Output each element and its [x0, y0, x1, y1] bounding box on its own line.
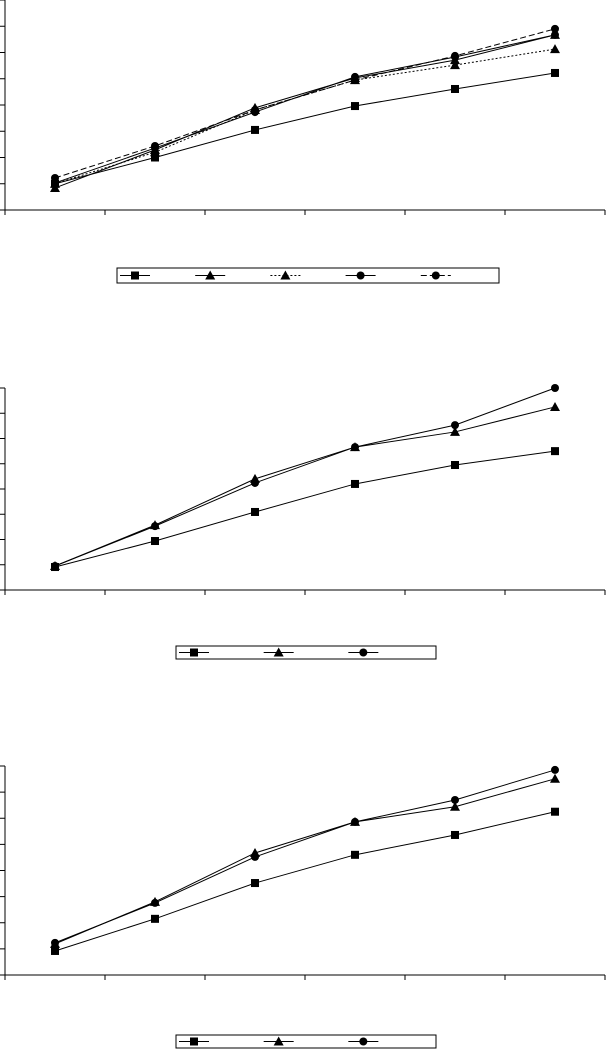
marker	[451, 421, 459, 430]
marker	[551, 68, 559, 77]
marker	[356, 271, 365, 280]
marker	[450, 801, 460, 811]
marker	[51, 938, 59, 947]
marker	[451, 84, 459, 93]
marker	[273, 647, 284, 657]
marker	[251, 478, 259, 487]
marker	[251, 105, 259, 114]
marker	[151, 153, 159, 162]
series-line	[54, 72, 556, 185]
series-line	[54, 450, 556, 568]
marker	[251, 507, 259, 516]
series-line	[54, 406, 556, 567]
marker	[151, 141, 159, 150]
marker	[550, 773, 560, 783]
marker	[51, 562, 59, 571]
marker	[351, 817, 359, 826]
series-line	[54, 778, 556, 945]
marker	[551, 447, 559, 456]
series-line	[54, 811, 556, 952]
marker	[551, 807, 559, 816]
marker	[151, 522, 159, 531]
marker	[351, 443, 359, 452]
marker	[451, 795, 459, 804]
marker	[351, 76, 359, 85]
marker	[431, 271, 440, 280]
marker	[51, 173, 59, 182]
marker	[151, 537, 159, 546]
marker	[451, 461, 459, 470]
marker	[51, 946, 59, 955]
marker	[351, 479, 359, 488]
marker	[551, 384, 559, 392]
series-line	[54, 28, 556, 179]
marker	[273, 1036, 284, 1046]
marker	[551, 24, 559, 33]
marker	[551, 30, 559, 39]
marker	[359, 648, 368, 657]
series-line	[54, 34, 556, 189]
marker	[190, 648, 198, 657]
marker	[205, 270, 216, 280]
marker	[251, 125, 259, 134]
marker	[251, 879, 259, 888]
legend	[175, 645, 437, 660]
marker	[451, 51, 459, 60]
series-line	[54, 34, 556, 184]
marker	[280, 270, 291, 280]
line-chart	[0, 0, 606, 284]
marker	[351, 850, 359, 859]
marker	[351, 102, 359, 111]
legend	[175, 1034, 437, 1049]
marker	[550, 44, 560, 54]
marker	[450, 60, 460, 70]
marker	[131, 271, 139, 280]
marker	[450, 426, 460, 436]
line-chart	[0, 384, 606, 660]
series-line	[54, 769, 556, 944]
marker	[550, 401, 560, 411]
marker	[359, 1037, 368, 1046]
marker	[551, 765, 559, 774]
series-line	[54, 387, 556, 567]
line-chart	[0, 765, 606, 1049]
marker	[151, 898, 159, 907]
marker	[451, 830, 459, 839]
marker	[190, 1037, 198, 1046]
marker	[151, 914, 159, 923]
marker	[251, 852, 259, 861]
